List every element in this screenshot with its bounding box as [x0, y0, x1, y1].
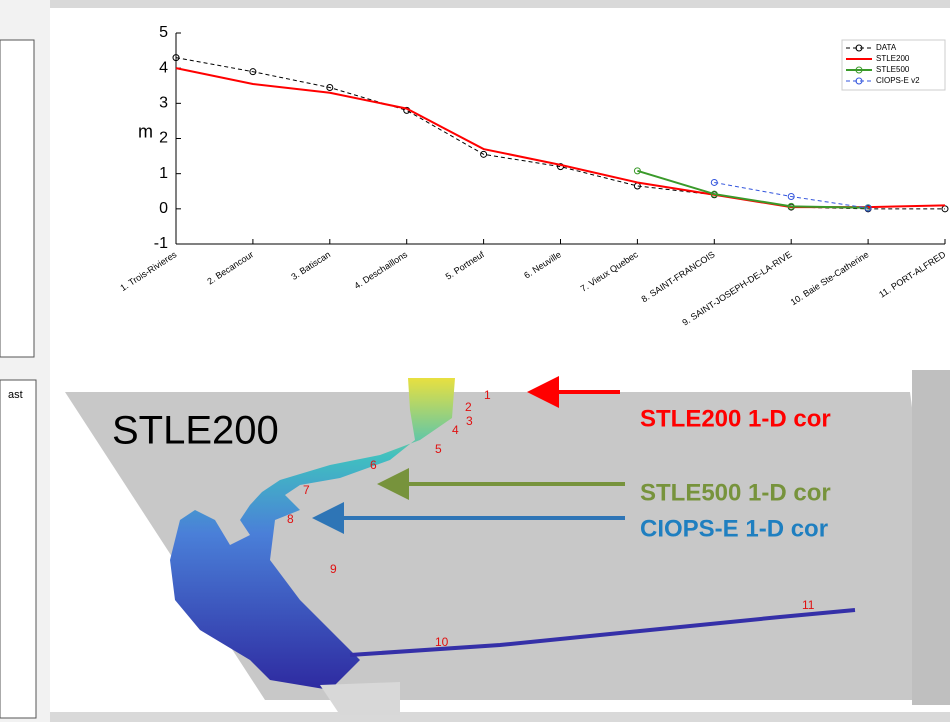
x-tick-label: 4. Deschaillons [352, 249, 409, 291]
x-tick-label: 7. Vieux Quebec [579, 249, 641, 294]
x-tick-label: 1. Trois-Rivieres [118, 249, 178, 293]
legend-label: STLE500 [876, 65, 910, 74]
x-tick-label: 10. Baie Ste-Catherine [789, 249, 871, 307]
y-tick-label: 3 [159, 95, 168, 112]
legend-label: STLE200 [876, 54, 910, 63]
bottom-band [50, 712, 950, 722]
y-tick-label: 5 [159, 24, 168, 41]
series-line [637, 171, 868, 208]
page: {"chart_data": {"type": "line", "y_label… [0, 0, 950, 722]
station-label: 5 [435, 442, 442, 456]
series-line [176, 68, 945, 207]
callout: STLE500 1-D cor [640, 479, 831, 506]
y-tick-label: 0 [159, 200, 168, 217]
y-tick-label: 2 [159, 130, 168, 147]
x-tick-label: 6. Neuville [522, 249, 563, 280]
legend-label: CIOPS-E v2 [876, 76, 920, 85]
callout: STLE200 1-D cor [640, 405, 831, 432]
y-tick-label: 4 [159, 59, 168, 76]
slide: ast STLE200 1234567891011STLE200 1-D cor… [0, 0, 950, 722]
side-text: ast [8, 389, 23, 401]
y-tick-label: -1 [154, 235, 168, 252]
x-tick-label: 11. PORT-ALFRED [877, 249, 948, 300]
river-base [320, 682, 400, 715]
x-tick-label: 8. SAINT-FRANCOIS [640, 249, 717, 304]
station-label: 11 [802, 598, 815, 612]
station-label: 9 [330, 562, 337, 576]
callout: CIOPS-E 1-D cor [640, 515, 828, 542]
map-title: STLE200 [112, 409, 279, 453]
station-label: 2 [465, 400, 472, 414]
side-panel [0, 40, 34, 357]
station-label: 4 [452, 423, 459, 437]
y-axis-label: m [138, 121, 153, 141]
station-label: 1 [484, 388, 491, 402]
station-label: 7 [303, 483, 310, 497]
station-label: 8 [287, 512, 294, 526]
x-tick-label: 2. Becancour [205, 249, 255, 286]
station-label: 3 [466, 414, 473, 428]
x-tick-label: 5. Portneuf [444, 249, 487, 282]
legend-label: DATA [876, 43, 897, 52]
y-tick-label: 1 [159, 165, 168, 182]
side-box [912, 370, 950, 705]
top-band [0, 0, 950, 8]
series-line [176, 58, 945, 209]
station-label: 6 [370, 458, 377, 472]
x-tick-label: 3. Batiscan [289, 249, 332, 282]
station-label: 10 [435, 635, 449, 649]
side-panel [0, 380, 36, 718]
